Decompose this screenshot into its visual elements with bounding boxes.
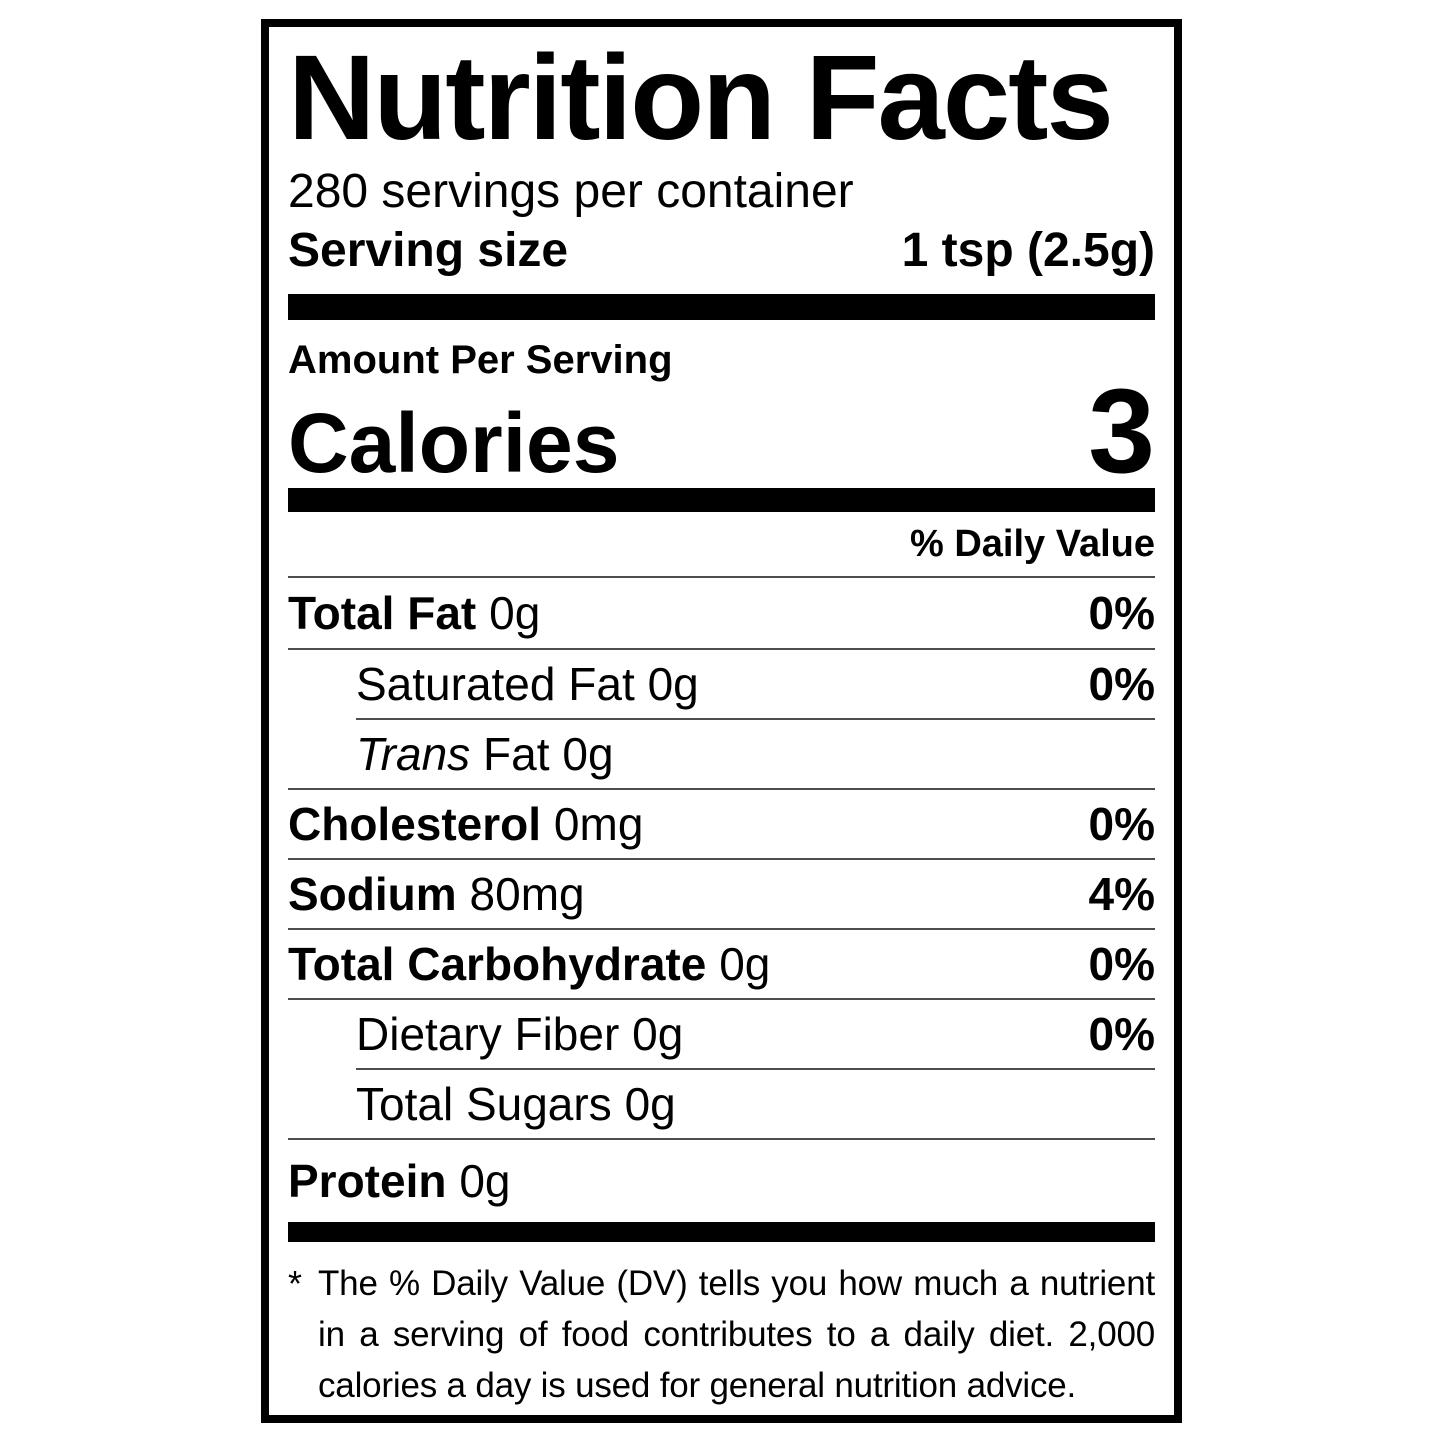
- serving-size-label: Serving size: [288, 224, 569, 277]
- nutrient-name: Saturated Fat: [356, 658, 635, 710]
- calories-label: Calories: [288, 396, 620, 490]
- nutrient-amount: 0mg: [553, 798, 644, 850]
- nutrient-amount: 0g: [719, 938, 771, 990]
- daily-value-header-text: % Daily Value: [909, 522, 1155, 565]
- amount-per-serving-label: Amount Per Serving: [288, 338, 673, 382]
- nutrient-name: Total Carbohydrate: [288, 938, 707, 990]
- daily-value: 0%: [1088, 798, 1155, 850]
- calories-value: 3: [1088, 364, 1155, 498]
- nutrient-name-group: Saturated Fat 0g: [356, 657, 699, 711]
- nutrient-row-trans-fat: Trans Fat 0g: [288, 718, 1155, 788]
- thick-divider-bar: [288, 1222, 1155, 1242]
- nutrient-name-group: Trans Fat 0g: [356, 727, 614, 781]
- nutrient-amount: 0g: [632, 1008, 684, 1060]
- nutrient-name: Cholesterol: [288, 798, 542, 850]
- thick-divider-bar: [288, 488, 1155, 512]
- footnote-asterisk: *: [288, 1263, 303, 1304]
- nutrient-name-italic: Trans: [356, 728, 471, 780]
- nutrient-name: Dietary Fiber: [356, 1008, 620, 1060]
- row-divider: [288, 648, 1155, 650]
- row-divider: [288, 858, 1155, 860]
- calories-row: Calories 3: [288, 364, 1155, 498]
- footnote: * The % Daily Value (DV) tells you how m…: [288, 1258, 1155, 1411]
- daily-value: 0%: [1088, 938, 1155, 990]
- row-divider: [288, 1138, 1155, 1140]
- nutrient-name: Protein: [288, 1155, 447, 1207]
- nutrient-row-protein: Protein 0g: [288, 1138, 1155, 1222]
- nutrient-amount: 0g: [489, 587, 541, 639]
- label-title: Nutrition Facts: [288, 29, 1114, 165]
- thick-divider-bar: [288, 294, 1155, 320]
- nutrient-name-group: Dietary Fiber 0g: [356, 1007, 683, 1061]
- nutrient-amount: 0g: [647, 658, 699, 710]
- daily-value-header: % Daily Value: [288, 512, 1155, 578]
- footnote-text: The % Daily Value (DV) tells you how muc…: [318, 1264, 1155, 1405]
- row-divider: [288, 998, 1155, 1000]
- nutrient-name: Sodium: [288, 868, 457, 920]
- serving-size-row: Serving size 1 tsp (2.5g): [288, 221, 1155, 281]
- servings-per-container: 280 servings per container: [288, 165, 854, 218]
- row-divider: [288, 928, 1155, 930]
- serving-size-value: 1 tsp (2.5g): [901, 224, 1155, 277]
- nutrient-name-group: Protein 0g: [288, 1154, 511, 1208]
- nutrient-name: Total Sugars: [356, 1078, 612, 1130]
- nutrient-name-group: Total Fat 0g: [288, 586, 540, 640]
- row-divider: [288, 788, 1155, 790]
- nutrient-row-dietary-fiber: Dietary Fiber 0g 0%: [288, 998, 1155, 1068]
- nutrient-name-group: Sodium 80mg: [288, 867, 585, 921]
- nutrient-name-group: Cholesterol 0mg: [288, 797, 643, 851]
- nutrient-row-total-sugars: Total Sugars 0g: [288, 1068, 1155, 1138]
- nutrient-row-sodium: Sodium 80mg 4%: [288, 858, 1155, 928]
- row-divider: [356, 1068, 1155, 1070]
- nutrient-name-group: Total Sugars 0g: [356, 1077, 676, 1131]
- nutrient-row-total-fat: Total Fat 0g 0%: [288, 578, 1155, 648]
- nutrient-name: Fat: [483, 728, 550, 780]
- daily-value: 4%: [1088, 868, 1155, 920]
- nutrient-row-total-carbohydrate: Total Carbohydrate 0g 0%: [288, 928, 1155, 998]
- nutrient-amount: 0g: [562, 728, 614, 780]
- nutrient-amount: 0g: [624, 1078, 676, 1130]
- nutrition-facts-label: Nutrition Facts 280 servings per contain…: [261, 19, 1182, 1423]
- nutrient-row-saturated-fat: Saturated Fat 0g 0%: [288, 648, 1155, 718]
- daily-value: 0%: [1088, 587, 1155, 639]
- daily-value: 0%: [1088, 658, 1155, 710]
- daily-value: 0%: [1088, 1008, 1155, 1060]
- nutrient-name-group: Total Carbohydrate 0g: [288, 937, 770, 991]
- nutrient-name: Total Fat: [288, 587, 477, 639]
- nutrient-amount: 80mg: [469, 868, 585, 920]
- nutrient-row-cholesterol: Cholesterol 0mg 0%: [288, 788, 1155, 858]
- nutrient-amount: 0g: [459, 1155, 511, 1207]
- row-divider: [356, 718, 1155, 720]
